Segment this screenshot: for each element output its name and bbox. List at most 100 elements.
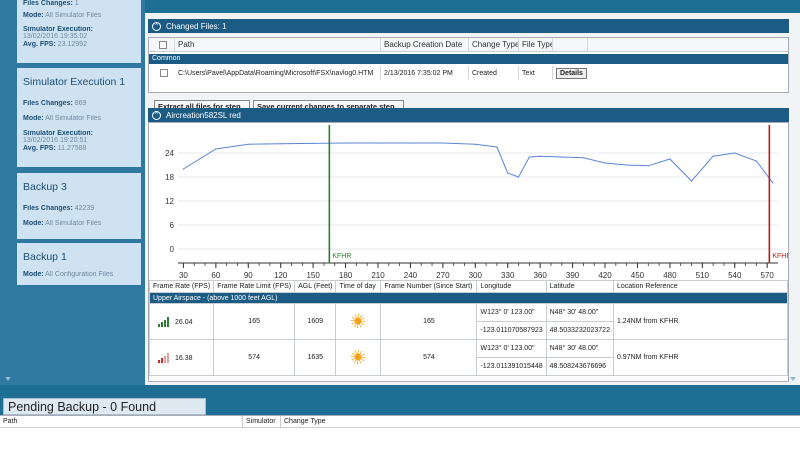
collapse-icon[interactable]: ^	[152, 110, 161, 120]
table-row[interactable]: 16.38 574 1635 574 W123° 0' 123.00" N48°…	[148, 339, 789, 376]
fps-data-point	[247, 143, 249, 145]
col-agl[interactable]: AGL (Feet)	[294, 280, 337, 293]
y-tick-label: 0	[170, 245, 175, 254]
x-tick-label: 540	[728, 271, 742, 279]
fps-data-point	[528, 156, 530, 158]
agl-value: 1635	[294, 339, 337, 376]
backup-date: 2/13/2016 7:35:02 PM	[381, 66, 469, 80]
group-row: Common	[149, 54, 788, 64]
fps-value: 16.38	[175, 354, 193, 362]
fps-data-point	[669, 158, 671, 160]
x-tick-label: 270	[436, 271, 450, 279]
col-date[interactable]: Backup Creation Date	[381, 38, 469, 51]
flight-header[interactable]: ^ Aircreation582SL red	[148, 108, 789, 122]
mode-value: All Simulator Files	[45, 12, 102, 19]
x-tick-label: 510	[696, 271, 710, 279]
longitude-decimal: -123.011070587923	[476, 321, 547, 340]
avg-fps-label: Avg. FPS:	[23, 145, 56, 152]
col-file-type[interactable]: File Type	[519, 38, 553, 51]
step-card-backup-1[interactable]: Backup 1 Mode: All Configuration Files	[17, 243, 141, 285]
longitude-dms: W123° 0' 123.00"	[476, 303, 547, 322]
fps-data-point	[496, 146, 498, 148]
mode-label: Mode:	[23, 220, 44, 227]
change-type: Created	[469, 66, 519, 80]
col-path[interactable]: Path	[175, 38, 381, 51]
col-latitude[interactable]: Latitude	[545, 280, 614, 293]
flight-panel: 0 6 12 18 24 30 60 90 120 150 180 210 240 270 300 330 36…	[148, 122, 789, 382]
col-actions	[553, 38, 588, 51]
mode-label: Mode:	[23, 12, 44, 19]
x-tick-label: 360	[533, 271, 547, 279]
table-row[interactable]: -123.011070587923 48.5033232023722	[150, 321, 788, 340]
x-tick-label: 240	[404, 271, 418, 279]
row-checkbox-cell[interactable]	[149, 66, 175, 80]
table-header: Path Backup Creation Date Change Type Fi…	[149, 38, 788, 52]
col-path[interactable]: Path	[0, 416, 243, 427]
x-tick-label: 420	[598, 271, 612, 279]
collapse-icon[interactable]: ^	[152, 21, 161, 31]
select-all-cell[interactable]	[149, 38, 175, 51]
details-button[interactable]: Details	[556, 67, 587, 79]
fps-data-point	[582, 157, 585, 159]
changed-files-header[interactable]: ^ Changed Files: 1	[148, 19, 789, 33]
mode-label: Mode:	[23, 271, 44, 278]
marker-label: KFHR	[772, 253, 788, 260]
table-row[interactable]: 26.04 165 1609 165 W123° 0' 123.00" N48°…	[148, 303, 789, 340]
col-change-type[interactable]: Change Type	[284, 418, 326, 425]
y-tick-label: 12	[165, 197, 174, 206]
avg-fps-value: 23.12992	[57, 41, 87, 48]
step-card-simulator-execution-1[interactable]: Simulator Execution 1 Files Changes: 869…	[17, 68, 141, 167]
pending-grid-header: Path Simulator Change Type	[0, 416, 800, 428]
step-card-current[interactable]: Files Changes: 1 Mode: All Simulator Fil…	[17, 0, 141, 63]
airspace-group: Upper Airspace - (above 1000 feet AGL)	[149, 292, 788, 304]
x-tick-label: 450	[631, 271, 645, 279]
step-title: Simulator Execution 1	[23, 76, 126, 88]
col-change-type[interactable]: Change Type	[469, 38, 519, 51]
fps-data-point	[647, 165, 649, 167]
col-location-reference[interactable]: Location Reference	[612, 280, 789, 293]
select-all-checkbox[interactable]	[159, 40, 167, 49]
table-row[interactable]: -123.011391015448 48.508243676696	[150, 357, 788, 376]
col-simulator[interactable]: Simulator	[243, 416, 281, 427]
changed-files-title: Changed Files: 1	[166, 21, 227, 31]
x-tick-label: 120	[274, 271, 288, 279]
x-tick-label: 60	[211, 271, 220, 279]
step-title: Backup 1	[23, 251, 67, 263]
fps-chart[interactable]: 0 6 12 18 24 30 60 90 120 150 180 210 240 270 300 330 36…	[149, 123, 788, 279]
col-frame-number[interactable]: Frame Number (Since Start)	[380, 280, 478, 293]
col-fps-limit[interactable]: Frame Rate Limit (FPS)	[213, 280, 296, 293]
mode-value: All Simulator Files	[45, 115, 102, 122]
frame-table-header: Frame Rate (FPS) Frame Rate Limit (FPS) …	[148, 280, 789, 293]
mode-value: All Simulator Files	[45, 220, 102, 227]
sim-exec-value: 13/02/2016 19:20:51	[23, 137, 88, 144]
mode-label: Mode:	[23, 115, 44, 122]
longitude-dms: W123° 0' 123.00"	[476, 339, 547, 358]
scroll-down-icon[interactable]	[790, 377, 796, 381]
sun-icon	[351, 313, 366, 328]
fps-data-point	[377, 142, 379, 144]
step-card-backup-3[interactable]: Backup 3 Files Changes: 42239 Mode: All …	[17, 173, 141, 239]
x-tick-label: 150	[306, 271, 320, 279]
sim-exec-label: Simulator Execution:	[23, 130, 94, 137]
fps-data-point	[626, 164, 628, 166]
x-tick-label: 330	[501, 271, 515, 279]
col-fps[interactable]: Frame Rate (FPS)	[148, 280, 215, 293]
table-row[interactable]: C:\Users\Pavel\AppData\Roaming\Microsoft…	[149, 66, 788, 80]
location-reference: 1.24NM from KFHR	[612, 303, 789, 340]
col-longitude[interactable]: Longitude	[476, 280, 547, 293]
fps-data-point	[442, 142, 444, 144]
flight-title: Aircreation582SL red	[166, 110, 241, 120]
row-checkbox[interactable]	[159, 69, 168, 77]
files-changes-value: 869	[74, 100, 87, 107]
fps-data-point	[517, 176, 520, 178]
location-reference: 0.97NM from KFHR	[612, 339, 789, 376]
col-time-of-day[interactable]: Time of day	[335, 280, 382, 293]
y-tick-label: 24	[165, 149, 174, 158]
files-changes-label: Files Changes:	[23, 0, 73, 7]
fps-data-point	[712, 155, 714, 157]
files-changes-value: 1	[74, 0, 79, 7]
fps-high-icon	[158, 316, 169, 327]
mode-value: All Configuration Files	[45, 271, 114, 278]
fps-limit-value: 165	[213, 303, 296, 340]
scroll-down-icon[interactable]	[5, 377, 11, 381]
